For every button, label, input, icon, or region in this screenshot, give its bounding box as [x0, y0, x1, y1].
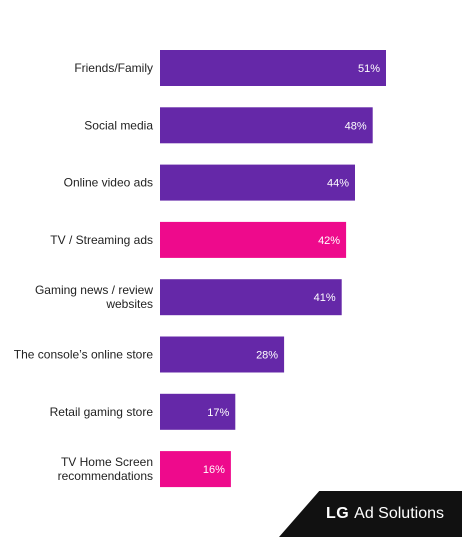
category-label-6: Retail gaming store: [50, 405, 154, 419]
category-label-0: Friends/Family: [74, 61, 153, 75]
bar-3: [160, 221, 347, 258]
bar-value-label-7: 16%: [203, 464, 225, 476]
bar-value-label-4: 41%: [314, 292, 336, 304]
category-label-4: Gaming news / review websites: [35, 283, 153, 311]
bar-value-label-3: 42%: [318, 235, 340, 247]
bar-5: [160, 336, 285, 373]
brand-product-text: Ad Solutions: [354, 505, 444, 522]
category-label-3: TV / Streaming ads: [50, 233, 153, 247]
bar-7: [160, 451, 231, 488]
bar-value-label-5: 28%: [256, 350, 278, 362]
category-label-2: Online video ads: [64, 176, 153, 190]
bar-2: [160, 164, 355, 201]
bar-1: [160, 107, 373, 144]
category-label-1: Social media: [84, 118, 153, 132]
bar-value-label-6: 17%: [207, 407, 229, 419]
bar-0: [160, 50, 386, 86]
lg-ad-solutions-logo: LG Ad Solutions: [279, 491, 462, 537]
bar-value-label-1: 48%: [345, 120, 367, 132]
category-label-7: TV Home Screen recommendations: [58, 455, 153, 483]
bar-4: [160, 279, 342, 316]
category-label-5: The console’s online store: [14, 348, 154, 362]
bar-value-label-0: 51%: [358, 63, 380, 75]
bar-value-label-2: 44%: [327, 178, 349, 190]
brand-logo-text: LG: [325, 505, 350, 522]
bar-6: [160, 393, 236, 430]
